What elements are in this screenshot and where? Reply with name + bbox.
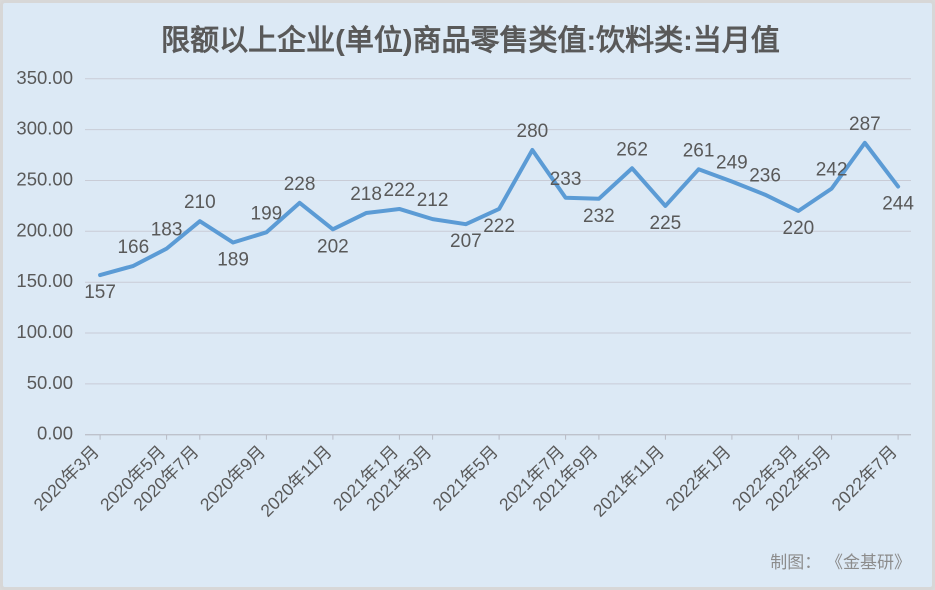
svg-text:280: 280 bbox=[517, 121, 549, 142]
svg-text:210: 210 bbox=[184, 192, 216, 213]
svg-text:189: 189 bbox=[217, 250, 249, 271]
svg-text:242: 242 bbox=[816, 160, 848, 181]
svg-text:222: 222 bbox=[483, 216, 515, 237]
svg-text:157: 157 bbox=[84, 282, 116, 303]
svg-text:2021年11月: 2021年11月 bbox=[589, 441, 668, 520]
svg-text:233: 233 bbox=[550, 169, 582, 190]
svg-text:262: 262 bbox=[616, 139, 648, 160]
svg-text:100.00: 100.00 bbox=[16, 321, 73, 342]
svg-text:236: 236 bbox=[749, 166, 781, 187]
svg-text:218: 218 bbox=[350, 184, 382, 205]
svg-text:350.00: 350.00 bbox=[16, 67, 73, 88]
svg-text:2020年3月: 2020年3月 bbox=[30, 441, 103, 514]
svg-text:287: 287 bbox=[849, 114, 881, 135]
svg-text:199: 199 bbox=[251, 203, 283, 224]
svg-text:150.00: 150.00 bbox=[16, 270, 73, 291]
svg-text:250.00: 250.00 bbox=[16, 169, 73, 190]
svg-text:261: 261 bbox=[683, 140, 715, 161]
svg-text:183: 183 bbox=[151, 220, 183, 241]
svg-text:207: 207 bbox=[450, 231, 482, 252]
svg-text:212: 212 bbox=[417, 190, 449, 211]
svg-text:50.00: 50.00 bbox=[27, 372, 73, 393]
svg-text:202: 202 bbox=[317, 236, 349, 257]
svg-text:2020年11月: 2020年11月 bbox=[256, 441, 335, 520]
svg-text:222: 222 bbox=[384, 180, 416, 201]
svg-text:244: 244 bbox=[882, 194, 914, 215]
svg-text:225: 225 bbox=[650, 213, 682, 234]
svg-text:300.00: 300.00 bbox=[16, 118, 73, 139]
svg-text:232: 232 bbox=[583, 206, 615, 227]
svg-text:166: 166 bbox=[117, 237, 149, 258]
svg-text:200.00: 200.00 bbox=[16, 219, 73, 240]
svg-text:220: 220 bbox=[783, 218, 815, 239]
svg-text:0.00: 0.00 bbox=[37, 423, 73, 444]
svg-text:制图： 《金基研》: 制图： 《金基研》 bbox=[770, 553, 911, 572]
svg-text:2022年7月: 2022年7月 bbox=[828, 441, 901, 514]
svg-text:249: 249 bbox=[716, 153, 748, 174]
svg-text:2021年5月: 2021年5月 bbox=[429, 441, 502, 514]
svg-text:2022年1月: 2022年1月 bbox=[661, 441, 734, 514]
svg-text:228: 228 bbox=[284, 174, 316, 195]
